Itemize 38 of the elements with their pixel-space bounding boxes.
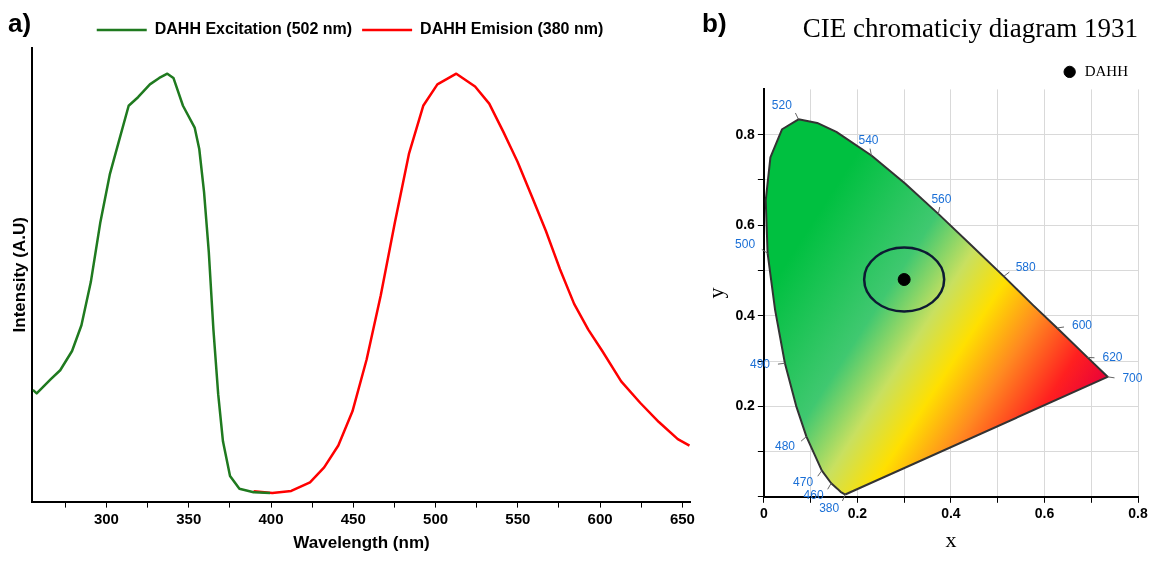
annotation: 620 (1102, 350, 1123, 365)
legend-label: DAHH Emision (380 nm) (420, 20, 604, 38)
y-axis-title: y (702, 287, 728, 299)
y-axis-title: Intensity (A.U) (9, 217, 29, 333)
x-tick-label: 0 (759, 505, 768, 522)
y-tick-label: 0.6 (735, 216, 756, 233)
x-tick-label: 400 (258, 509, 284, 527)
annotation: 470 (793, 475, 814, 490)
x-tick-label: 600 (587, 509, 613, 527)
annotation: 600 (1071, 318, 1093, 333)
annotation: 560 (931, 191, 952, 206)
x-tick-label: 350 (176, 509, 202, 527)
annotation: 700 (1122, 371, 1143, 386)
annotation: 500 (735, 237, 756, 252)
x-tick-label: 650 (669, 509, 695, 527)
annotation: 540 (858, 133, 879, 148)
legend-label: DAHH (1084, 62, 1129, 79)
x-tick-label: 0.2 (847, 505, 868, 522)
annotation: 380 (819, 500, 840, 515)
text: b) (702, 8, 727, 39)
x-tick-label: 550 (505, 509, 531, 527)
y-tick-label: 0.2 (735, 397, 756, 414)
y-tick-label: 0.4 (735, 306, 756, 323)
annotation: 580 (1015, 259, 1037, 274)
x-axis-title: x (945, 526, 957, 552)
x-tick-label: 300 (93, 509, 119, 527)
x-axis-title: Wavelength (nm) (293, 533, 430, 553)
x-tick-label: 450 (340, 509, 366, 527)
annotation: 520 (771, 98, 793, 113)
legend-label: DAHH Excitation (502 nm) (154, 20, 353, 38)
y-tick-label: 0.8 (735, 125, 756, 142)
annotation: 480 (774, 438, 796, 453)
x-tick-label: 0.4 (941, 505, 961, 522)
text: a) (8, 8, 32, 39)
x-tick-label: 0.6 (1034, 505, 1055, 522)
x-tick-label: 0.8 (1128, 505, 1148, 522)
x-tick-label: 500 (423, 509, 449, 527)
chart-title: CIE chromaticiy diagram 1931 (802, 13, 1138, 44)
